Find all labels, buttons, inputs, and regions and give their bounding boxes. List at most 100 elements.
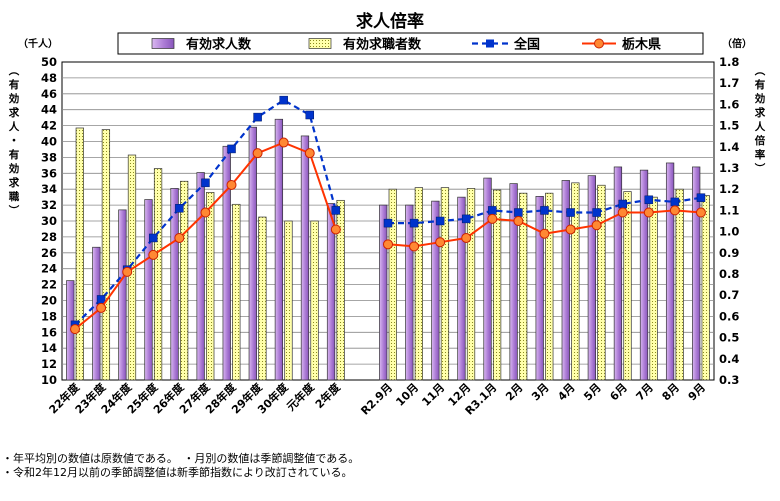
footnote-1: ・年平均別の数値は原数値である。 ・月別の数値は季節調整値である。 — [2, 452, 360, 465]
bar-openings — [613, 166, 623, 381]
bar-openings — [639, 169, 649, 381]
point-national — [201, 178, 210, 188]
y-right-tick-label: 0.8 — [719, 267, 739, 281]
bar-openings — [483, 177, 492, 381]
bar-seekers — [232, 203, 241, 381]
y-right-tick-label: 1.2 — [719, 182, 739, 196]
point-tochigi — [278, 137, 289, 148]
y-left-tick-label: 24 — [41, 262, 57, 276]
bar-openings — [170, 188, 179, 381]
bar-seekers — [545, 192, 554, 381]
point-tochigi — [96, 302, 107, 313]
legend-swatch-seekers — [308, 38, 332, 49]
y-left-tick-label: 12 — [41, 357, 57, 371]
y-left-tick-label: 50 — [41, 55, 57, 69]
legend-swatch-openings — [151, 38, 175, 49]
y-right-axis-title: ︵有効求人倍率︶ — [754, 65, 766, 175]
legend-swatch-tochigi-marker — [594, 38, 604, 49]
bar-openings — [274, 118, 284, 381]
bar-seekers — [284, 220, 293, 381]
y-right-tick-label: 0.6 — [719, 309, 739, 323]
x-tick-label: 30年度 — [255, 380, 292, 417]
bar-openings — [379, 204, 388, 381]
bar-seekers — [701, 195, 710, 381]
bar-seekers — [258, 216, 267, 381]
y-left-axis-title: ︵有効求人・有効求職︶ — [8, 65, 20, 217]
bar-openings — [326, 203, 336, 381]
point-national — [540, 206, 549, 215]
bar-openings — [405, 204, 414, 381]
bar-openings — [509, 183, 518, 381]
bar-seekers — [336, 199, 345, 381]
point-tochigi — [330, 224, 341, 235]
point-national — [149, 233, 158, 243]
x-tick-label: 7月 — [634, 381, 656, 403]
point-national — [96, 295, 106, 304]
footnote-2: ・令和2年12月以前の季節調整値は新季節指数により改訂されている。 — [2, 466, 353, 479]
x-tick-label: 元年度 — [284, 380, 318, 414]
point-national — [592, 208, 601, 217]
footnotes: ・年平均別の数値は原数値である。 ・月別の数値は季節調整値である。 ・令和2年1… — [2, 452, 359, 480]
y-right-tick-label: 1.3 — [719, 161, 739, 175]
chart-title: 求人倍率 — [356, 11, 424, 32]
bar-seekers — [180, 180, 189, 381]
bar-openings — [118, 209, 127, 381]
point-national — [488, 206, 497, 215]
y-right-tick-label: 0.5 — [719, 331, 739, 345]
point-tochigi — [617, 207, 628, 218]
bar-openings — [300, 135, 310, 381]
point-tochigi — [304, 148, 315, 159]
bar-seekers — [519, 192, 528, 381]
point-national — [409, 218, 419, 228]
point-tochigi — [539, 228, 550, 239]
x-tick-label: 8月 — [660, 381, 682, 403]
bar-openings — [431, 200, 440, 381]
bar-seekers — [414, 187, 423, 381]
y-left-tick-label: 44 — [41, 103, 57, 117]
point-national — [435, 216, 445, 226]
y-right-tick-label: 1.7 — [719, 76, 739, 90]
bar-seekers — [310, 220, 319, 381]
point-tochigi — [409, 241, 420, 252]
y-left-unit: （千人） — [18, 37, 58, 50]
bar-openings — [587, 175, 596, 381]
x-tick-label: R2.9月 — [358, 381, 395, 418]
y-left-tick-label: 26 — [41, 246, 57, 260]
point-tochigi — [461, 232, 472, 243]
bar-openings — [692, 166, 701, 381]
y-left-tick-label: 42 — [41, 119, 57, 133]
point-tochigi — [669, 205, 680, 216]
bar-seekers — [101, 129, 111, 381]
bar-openings — [222, 145, 231, 381]
point-national — [566, 208, 575, 217]
y-left-tick-label: 30 — [41, 214, 57, 228]
bar-seekers — [75, 127, 84, 381]
x-tick-label: 5月 — [581, 381, 603, 403]
bar-openings — [248, 126, 257, 381]
y-left-tick-label: 14 — [41, 341, 57, 355]
point-tochigi — [174, 232, 185, 243]
y-left-tick-label: 16 — [41, 325, 57, 339]
bar-seekers — [388, 188, 397, 381]
point-national — [279, 95, 288, 105]
legend-label: 有効求職者数 — [343, 37, 422, 53]
x-tick-label: 2月 — [503, 381, 525, 403]
y-right-tick-label: 1.1 — [719, 203, 739, 217]
x-tick-label: 6月 — [607, 381, 629, 403]
y-left-tick-label: 10 — [41, 373, 57, 387]
y-left-tick-label: 34 — [41, 182, 57, 196]
y-right-tick-label: 1.0 — [719, 225, 739, 239]
y-left-tick-label: 20 — [41, 294, 57, 308]
bar-openings — [144, 199, 153, 381]
x-tick-label: 10月 — [393, 381, 421, 409]
y-left-tick-label: 40 — [41, 135, 57, 149]
y-left-tick-label: 48 — [41, 71, 57, 85]
y-left-tick-label: 28 — [41, 230, 57, 244]
bar-seekers — [623, 191, 632, 381]
y-right-tick-label: 0.9 — [719, 246, 739, 260]
y-right-tick-label: 0.4 — [719, 352, 739, 366]
y-right-tick-label: 1.4 — [719, 140, 739, 154]
y-left-tick-label: 32 — [41, 198, 57, 212]
legend-swatch-national-marker — [486, 39, 494, 48]
